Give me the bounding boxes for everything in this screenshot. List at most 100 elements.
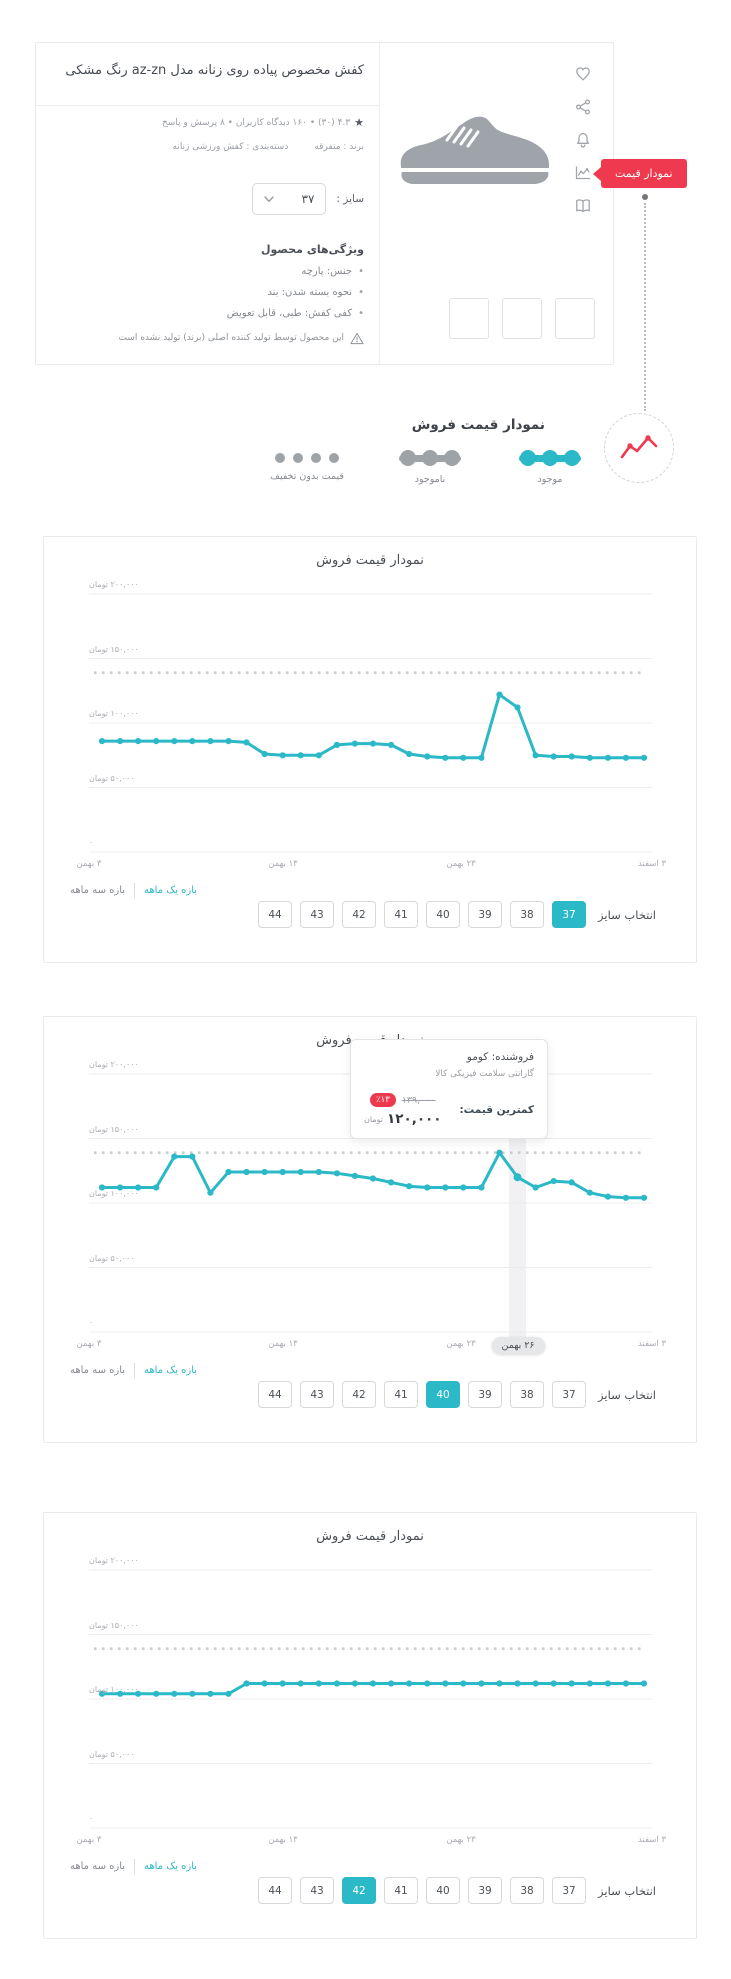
divider [379, 43, 380, 364]
size-button-39[interactable]: 39 [468, 1381, 503, 1408]
size-button-40[interactable]: 40 [426, 1381, 461, 1408]
x-axis-label: ۳ اسفند [637, 1339, 667, 1349]
size-select-label: انتخاب سایز [598, 907, 656, 922]
product-image-shoe[interactable] [395, 107, 555, 197]
share-icon[interactable] [574, 98, 592, 116]
size-button-37[interactable]: 37 [552, 901, 587, 928]
divider [134, 1859, 136, 1874]
range-button[interactable]: بازه سه ماهه [70, 1365, 126, 1376]
range-button[interactable]: بازه یک ماهه [144, 1861, 198, 1872]
connector-dotted-line [644, 203, 646, 411]
size-button-38[interactable]: 38 [510, 1381, 545, 1408]
size-button-37[interactable]: 37 [552, 1381, 587, 1408]
size-button-40[interactable]: 40 [426, 901, 461, 928]
price-chart-card-size-37: نمودار قیمت فروش ۲۰۰,۰۰۰ تومان ۱۵۰,۰۰۰ توم… [43, 536, 697, 963]
tooltip-seller: فروشنده: کومو [466, 1051, 534, 1063]
feature-item: • نحوه بسته شدن: بند [267, 286, 364, 298]
bell-icon[interactable] [574, 131, 592, 149]
tooltip-lowest-price-label: کمترین قیمت: [459, 1104, 534, 1116]
size-button-37[interactable]: 37 [552, 1877, 587, 1904]
category-link[interactable]: دسته‌بندی : کفش ورزشی زنانه [172, 142, 289, 152]
size-button-42[interactable]: 42 [342, 1877, 377, 1904]
chart-title: نمودار قیمت فروش [316, 1529, 424, 1544]
heart-icon[interactable] [574, 65, 592, 83]
y-axis-label: ۲۰۰,۰۰۰ تومان [89, 580, 139, 589]
current-price: ۱۲۰,۰۰۰ [386, 1111, 442, 1127]
size-button-43[interactable]: 43 [300, 1381, 335, 1408]
thumbnail-box[interactable] [502, 298, 542, 339]
price-line-chart[interactable] [44, 537, 698, 877]
y-axis-label: ۲۰۰,۰۰۰ تومان [89, 1060, 139, 1069]
size-selector-row: انتخاب سایز 37 38 39 40 41 42 43 44 [250, 901, 656, 928]
size-button-43[interactable]: 43 [300, 1877, 335, 1904]
range-button[interactable]: بازه یک ماهه [144, 885, 198, 896]
features-list: • جنس: پارچه • نحوه بسته شدن: بند • کفی کفش… [227, 266, 364, 329]
product-rating[interactable]: ★ ۴.۳ (۳۰) • ۱۶۰ دیدگاه کاربران • ۸ پرسش… [162, 117, 364, 128]
y-axis-label: ۵۰,۰۰۰ تومان [89, 773, 135, 783]
x-axis-label: ۱۳ بهمن [268, 1339, 298, 1349]
feature-item: • کفی کفش: طبی، قابل تعویض [226, 307, 364, 319]
brand-link[interactable]: برند : متفرقه [314, 142, 364, 152]
y-axis-label: ۱۵۰,۰۰۰ تومان [89, 1124, 139, 1134]
size-button-41[interactable]: 41 [384, 1877, 419, 1904]
size-label: سایز : [336, 193, 364, 205]
range-toggle: بازه یک ماهه بازه سه ماهه [70, 1859, 197, 1874]
divider [134, 883, 136, 898]
size-button-40[interactable]: 40 [426, 1877, 461, 1904]
range-toggle: بازه یک ماهه بازه سه ماهه [70, 883, 197, 898]
y-axis-label: ۲۰۰,۰۰۰ تومان [89, 1556, 139, 1565]
size-button-41[interactable]: 41 [384, 901, 419, 928]
legend-item-no-discount: قیمت بدون تخفیف [252, 450, 362, 482]
range-button[interactable]: بازه سه ماهه [70, 1861, 126, 1872]
price-chart-icon[interactable] [574, 164, 592, 182]
thumbnail-box[interactable] [555, 298, 595, 339]
x-axis-label: ۱۳ بهمن [268, 1835, 298, 1845]
divider [134, 1363, 136, 1378]
product-info-pane: کفش مخصوص پیاده روی زنانه مدل az-zn رنگ … [36, 43, 379, 364]
red-chart-icon [620, 435, 658, 459]
size-button-43[interactable]: 43 [300, 901, 335, 928]
x-axis-label: ۲۳ بهمن [446, 1339, 476, 1349]
price-line-chart[interactable] [44, 1513, 698, 1853]
range-button[interactable]: بازه یک ماهه [144, 1365, 198, 1376]
x-axis-label: ۳ اسفند [637, 859, 667, 869]
y-axis-label: ۱۰۰,۰۰۰ تومان [89, 1685, 139, 1694]
discount-badge: ٪۱۳ [370, 1093, 396, 1107]
thumbnail-box[interactable] [449, 298, 489, 339]
size-row: سایز : ۳۷ [252, 183, 364, 215]
size-button-41[interactable]: 41 [384, 1381, 419, 1408]
feature-item: • جنس: پارچه [301, 265, 364, 277]
chart-title: نمودار قیمت فروش [316, 553, 424, 568]
y-axis-label: ۰ [89, 1318, 94, 1327]
size-button-42[interactable]: 42 [342, 1381, 377, 1408]
x-axis-label: ۳ اسفند [637, 1835, 667, 1845]
x-axis-label: ۲۳ بهمن [446, 859, 476, 869]
divider [36, 105, 379, 106]
size-button-39[interactable]: 39 [468, 1877, 503, 1904]
bullet-icon: • [358, 265, 364, 277]
star-icon: ★ [354, 116, 364, 129]
legend-item-unavailable: ناموجود [382, 450, 478, 485]
y-axis-label: ۱۰۰,۰۰۰ تومان [89, 709, 139, 718]
size-button-44[interactable]: 44 [258, 1877, 293, 1904]
x-axis-label: ۳ بهمن [76, 859, 102, 869]
size-select-label: انتخاب سایز [598, 1387, 656, 1402]
tooltip-warranty: گارانتی سلامت فیزیکی کالا [435, 1069, 534, 1079]
compare-book-icon[interactable] [574, 197, 592, 215]
price-chart-card-size-42: نمودار قیمت فروش ۲۰۰,۰۰۰ تومان ۱۵۰,۰۰۰ توم… [43, 1512, 697, 1939]
size-button-39[interactable]: 39 [468, 901, 503, 928]
size-button-42[interactable]: 42 [342, 901, 377, 928]
old-price: ۱۳۹,۰۰۰ [401, 1094, 436, 1106]
range-button[interactable]: بازه سه ماهه [70, 885, 126, 896]
size-button-38[interactable]: 38 [510, 901, 545, 928]
size-button-44[interactable]: 44 [258, 901, 293, 928]
legend-title: نمودار قیمت فروش [411, 417, 545, 433]
price-tooltip: فروشنده: کومو گارانتی سلامت فیزیکی کالا … [350, 1039, 548, 1139]
size-button-44[interactable]: 44 [258, 1381, 293, 1408]
bullet-icon: • [358, 286, 364, 298]
size-button-38[interactable]: 38 [510, 1877, 545, 1904]
tooltip-prices: ۱۳۹,۰۰۰ ٪۱۳ ۱۲۰,۰۰۰ تومان [364, 1093, 442, 1127]
size-select[interactable]: ۳۷ [252, 183, 327, 215]
